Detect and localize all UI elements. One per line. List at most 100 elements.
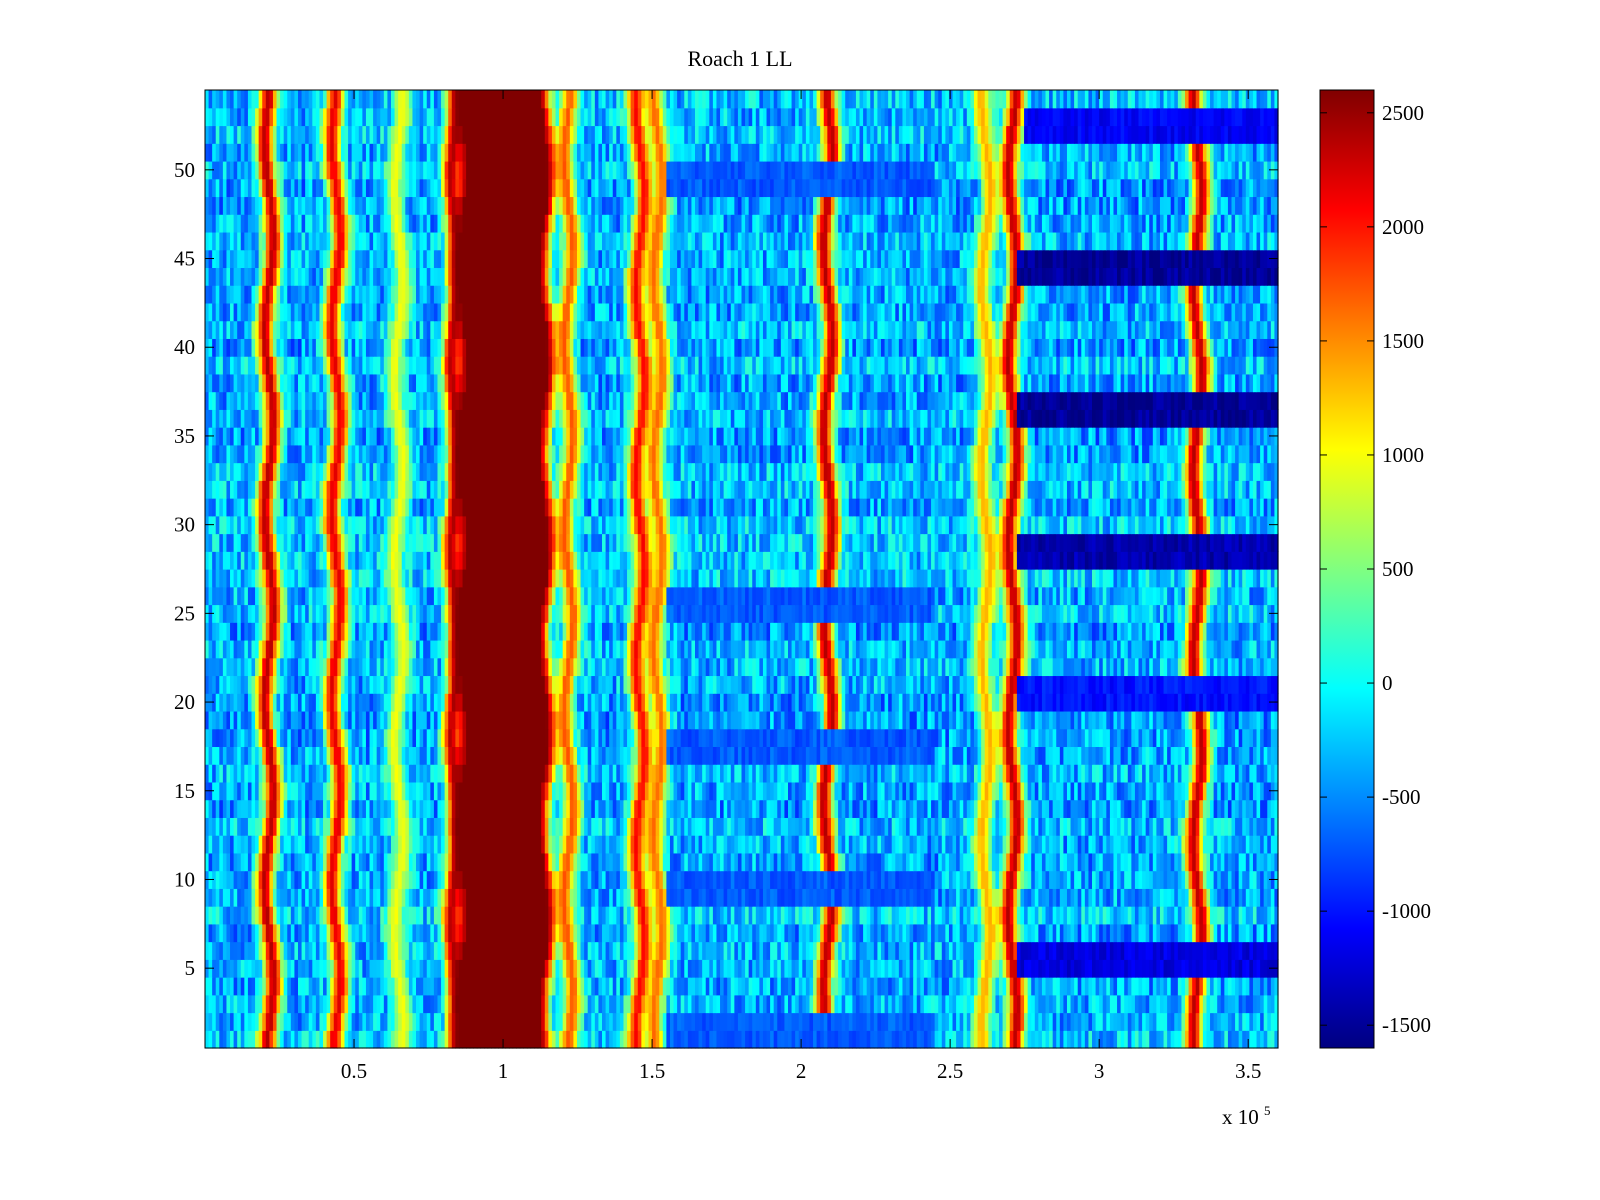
heatmap-cell <box>1049 906 1053 924</box>
heatmap-cell <box>641 782 645 800</box>
heatmap-cell <box>978 1013 982 1031</box>
heatmap-cell <box>420 906 424 924</box>
heatmap-cell <box>1081 817 1085 835</box>
heatmap-cell <box>649 817 653 835</box>
heatmap-cell <box>602 1013 606 1031</box>
heatmap-cell <box>1178 906 1182 924</box>
heatmap-cell <box>1049 764 1053 782</box>
heatmap-cell <box>448 906 452 924</box>
heatmap-cell <box>1020 764 1024 782</box>
heatmap-cell <box>373 888 377 906</box>
heatmap-cell <box>1164 782 1168 800</box>
heatmap-cell <box>1257 853 1261 871</box>
heatmap-cell <box>1031 782 1035 800</box>
heatmap-cell <box>713 800 717 818</box>
heatmap-cell <box>813 906 817 924</box>
heatmap-cell <box>1239 1013 1243 1031</box>
heatmap-cell <box>262 871 266 889</box>
heatmap-cell <box>1135 1013 1139 1031</box>
heatmap-cell <box>913 782 917 800</box>
heatmap-cell <box>223 871 227 889</box>
heatmap-cell <box>1214 977 1218 995</box>
heatmap-cell <box>1217 853 1221 871</box>
heatmap-cell <box>888 888 892 906</box>
heatmap-cell <box>370 924 374 942</box>
heatmap-cell <box>860 853 864 871</box>
heatmap-cell <box>638 835 642 853</box>
heatmap-cell <box>970 835 974 853</box>
heatmap-cell <box>809 853 813 871</box>
heatmap-cell <box>910 995 914 1013</box>
heatmap-cell <box>312 995 316 1013</box>
heatmap-cell <box>1110 853 1114 871</box>
heatmap-cell <box>1185 835 1189 853</box>
heatmap-cell <box>480 782 484 800</box>
heatmap-cell <box>581 924 585 942</box>
heatmap-cell <box>949 959 953 977</box>
heatmap-cell <box>649 782 653 800</box>
heatmap-cell <box>219 906 223 924</box>
heatmap-cell <box>1221 995 1225 1013</box>
heatmap-cell <box>498 888 502 906</box>
heatmap-cell <box>241 817 245 835</box>
heatmap-cell <box>1110 1013 1114 1031</box>
heatmap-cell <box>999 888 1003 906</box>
heatmap-cell <box>548 871 552 889</box>
heatmap-cell <box>656 942 660 960</box>
heatmap-cell <box>241 1013 245 1031</box>
heatmap-cell <box>1221 942 1225 960</box>
heatmap-cell <box>774 835 778 853</box>
heatmap-cell <box>895 782 899 800</box>
heatmap-cell <box>1106 888 1110 906</box>
heatmap-cell <box>523 959 527 977</box>
heatmap-cell <box>1242 977 1246 995</box>
heatmap-cell <box>974 853 978 871</box>
heatmap-cell <box>1167 924 1171 942</box>
heatmap-cell <box>420 782 424 800</box>
heatmap-cell <box>241 800 245 818</box>
heatmap-cell <box>448 995 452 1013</box>
heatmap-cell <box>777 977 781 995</box>
heatmap-cell <box>770 959 774 977</box>
heatmap-cell <box>956 764 960 782</box>
heatmap-cell <box>530 817 534 835</box>
heatmap-cell <box>538 1013 542 1031</box>
heatmap-cell <box>548 1013 552 1031</box>
heatmap-cell <box>613 924 617 942</box>
heatmap-cell <box>294 959 298 977</box>
heatmap-cell <box>584 853 588 871</box>
heatmap-cell <box>945 959 949 977</box>
heatmap-cell <box>1017 942 1021 960</box>
heatmap-cell <box>316 764 320 782</box>
heatmap-cell <box>291 835 295 853</box>
heatmap-cell <box>1235 782 1239 800</box>
heatmap-cell <box>291 782 295 800</box>
heatmap-cell <box>319 835 323 853</box>
heatmap-cell <box>362 817 366 835</box>
heatmap-cell <box>616 1030 620 1048</box>
heatmap-cell <box>395 942 399 960</box>
heatmap-cell <box>548 853 552 871</box>
heatmap-cell <box>917 888 921 906</box>
heatmap-cell <box>530 995 534 1013</box>
heatmap-cell <box>666 924 670 942</box>
heatmap-cell <box>588 906 592 924</box>
heatmap-cell <box>1267 817 1271 835</box>
heatmap-cell <box>842 800 846 818</box>
heatmap-cell <box>716 835 720 853</box>
heatmap-cell <box>631 1030 635 1048</box>
heatmap-cell <box>427 835 431 853</box>
heatmap-cell <box>287 764 291 782</box>
heatmap-cell <box>788 942 792 960</box>
heatmap-cell <box>452 782 456 800</box>
heatmap-cell <box>788 959 792 977</box>
heatmap-cell <box>387 959 391 977</box>
heatmap-cell <box>452 817 456 835</box>
heatmap-cell <box>995 977 999 995</box>
heatmap-cell <box>620 800 624 818</box>
heatmap-cell <box>663 817 667 835</box>
heatmap-cell <box>234 995 238 1013</box>
heatmap-cell <box>767 1030 771 1048</box>
heatmap-cell <box>935 924 939 942</box>
heatmap-cell <box>523 1030 527 1048</box>
